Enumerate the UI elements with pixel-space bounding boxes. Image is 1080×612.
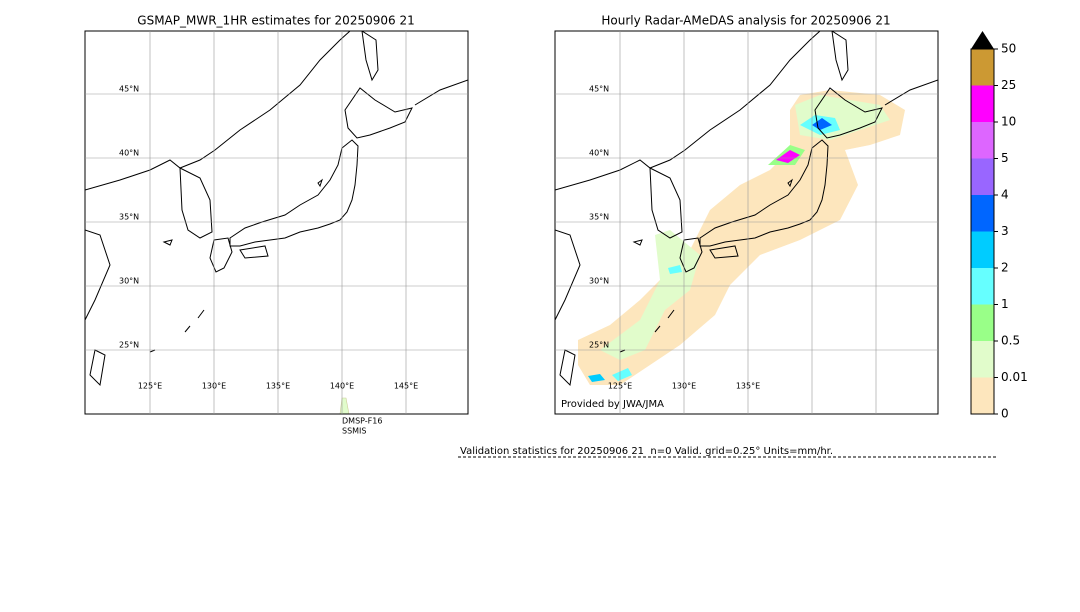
lat-label: 40°N xyxy=(119,149,139,158)
colorbar-segment xyxy=(971,85,994,122)
graticule: 45°N 40°N 35°N 30°N 25°N 125°E 130°E 135°E 140°E… xyxy=(85,31,468,414)
colorbar-segment xyxy=(971,377,994,414)
colorbar-segment xyxy=(971,268,994,305)
colorbar-label: 25 xyxy=(1001,78,1016,92)
lat-label: 40°N xyxy=(589,149,609,158)
right-map xyxy=(555,31,938,386)
right-frame xyxy=(554,30,939,415)
lat-label: 45°N xyxy=(119,85,139,94)
colorbar-label: 0.01 xyxy=(1001,370,1028,384)
lon-label: 135°E xyxy=(266,382,290,391)
colorbar-label: 0 xyxy=(1001,407,1009,421)
lat-label: 30°N xyxy=(119,277,139,286)
left-map xyxy=(85,31,468,414)
lat-label: 45°N xyxy=(589,85,609,94)
colorbar-label: 3 xyxy=(1001,224,1009,238)
lon-label: 145°E xyxy=(394,382,418,391)
left-frame xyxy=(84,30,469,415)
lon-label: 125°E xyxy=(138,382,162,391)
lat-label: 30°N xyxy=(589,277,609,286)
left-title: GSMAP_MWR_1HR estimates for 20250906 21 xyxy=(137,14,414,28)
colorbar-label: 50 xyxy=(1001,42,1016,56)
sensor-name: SSMIS xyxy=(342,427,367,436)
colorbar-segment xyxy=(971,158,994,195)
colorbar-label: 10 xyxy=(1001,115,1016,129)
colorbar-label: 0.5 xyxy=(1001,334,1020,348)
lon-label: 125°E xyxy=(608,382,632,391)
precipitation xyxy=(578,90,905,385)
colorbar-segment xyxy=(971,341,994,378)
lat-label: 35°N xyxy=(589,213,609,222)
colorbar-label: 2 xyxy=(1001,261,1009,275)
lon-label: 140°E xyxy=(330,382,354,391)
credit: Provided by JWA/JMA xyxy=(561,399,664,410)
graticule: 45°N 40°N 35°N 30°N 25°N 125°E 130°E 135°E xyxy=(555,31,938,414)
lat-label: 35°N xyxy=(119,213,139,222)
validation-text: Validation statistics for 20250906 21 n=… xyxy=(460,446,833,457)
lon-label: 130°E xyxy=(202,382,226,391)
colorbar-label: 1 xyxy=(1001,297,1009,311)
colorbar-segment xyxy=(971,122,994,159)
lat-label: 25°N xyxy=(119,341,139,350)
colorbar-label: 4 xyxy=(1001,188,1009,202)
colorbar-segment xyxy=(971,49,994,86)
colorbar-segment xyxy=(971,195,994,232)
lon-label: 135°E xyxy=(736,382,760,391)
satellite-name: DMSP-F16 xyxy=(342,417,382,426)
right-title: Hourly Radar-AMeDAS analysis for 2025090… xyxy=(601,14,890,28)
colorbar-segment xyxy=(971,231,994,268)
colorbar-segment xyxy=(971,304,994,341)
colorbar-extend xyxy=(971,31,994,49)
colorbar-label: 5 xyxy=(1001,151,1009,165)
lat-label: 25°N xyxy=(589,341,609,350)
lon-label: 130°E xyxy=(672,382,696,391)
